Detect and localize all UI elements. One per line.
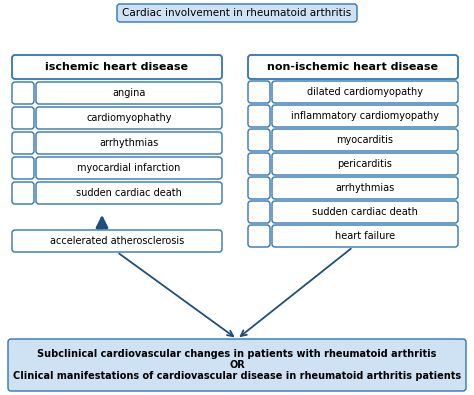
FancyBboxPatch shape	[36, 107, 222, 129]
FancyBboxPatch shape	[272, 153, 458, 175]
FancyBboxPatch shape	[117, 4, 357, 22]
Text: sudden cardiac death: sudden cardiac death	[312, 207, 418, 217]
FancyBboxPatch shape	[248, 153, 270, 175]
FancyBboxPatch shape	[36, 182, 222, 204]
FancyBboxPatch shape	[36, 157, 222, 179]
Text: Clinical manifestations of cardiovascular disease in rheumatoid arthritis patien: Clinical manifestations of cardiovascula…	[13, 371, 461, 381]
Text: accelerated atherosclerosis: accelerated atherosclerosis	[50, 236, 184, 246]
FancyBboxPatch shape	[36, 132, 222, 154]
Text: pericarditis: pericarditis	[337, 159, 392, 169]
FancyBboxPatch shape	[248, 225, 270, 247]
FancyBboxPatch shape	[272, 105, 458, 127]
Text: myocardial infarction: myocardial infarction	[77, 163, 181, 173]
FancyBboxPatch shape	[272, 81, 458, 103]
FancyBboxPatch shape	[248, 105, 270, 127]
FancyBboxPatch shape	[248, 201, 270, 223]
FancyBboxPatch shape	[36, 82, 222, 104]
Text: Cardiac involvement in rheumatoid arthritis: Cardiac involvement in rheumatoid arthri…	[122, 8, 352, 18]
Text: myocarditis: myocarditis	[337, 135, 393, 145]
FancyBboxPatch shape	[272, 225, 458, 247]
Text: sudden cardiac death: sudden cardiac death	[76, 188, 182, 198]
Text: cardiomyophathy: cardiomyophathy	[86, 113, 172, 123]
FancyBboxPatch shape	[12, 230, 222, 252]
Text: ischemic heart disease: ischemic heart disease	[46, 62, 189, 72]
FancyBboxPatch shape	[248, 177, 270, 199]
FancyBboxPatch shape	[272, 177, 458, 199]
Text: arrhythmias: arrhythmias	[100, 138, 159, 148]
FancyBboxPatch shape	[12, 132, 34, 154]
Text: non-ischemic heart disease: non-ischemic heart disease	[267, 62, 438, 72]
FancyBboxPatch shape	[12, 157, 34, 179]
FancyBboxPatch shape	[8, 339, 466, 391]
FancyBboxPatch shape	[248, 129, 270, 151]
FancyBboxPatch shape	[272, 201, 458, 223]
FancyBboxPatch shape	[272, 129, 458, 151]
Text: angina: angina	[112, 88, 146, 98]
Text: arrhythmias: arrhythmias	[336, 183, 395, 193]
Text: dilated cardiomyopathy: dilated cardiomyopathy	[307, 87, 423, 97]
FancyBboxPatch shape	[248, 55, 458, 79]
FancyBboxPatch shape	[248, 81, 270, 103]
Text: heart failure: heart failure	[335, 231, 395, 241]
FancyBboxPatch shape	[12, 107, 34, 129]
FancyBboxPatch shape	[12, 82, 34, 104]
FancyBboxPatch shape	[12, 182, 34, 204]
Text: Subclinical cardiovascular changes in patients with rheumatoid arthritis: Subclinical cardiovascular changes in pa…	[37, 349, 437, 359]
Text: inflammatory cardiomyopathy: inflammatory cardiomyopathy	[291, 111, 439, 121]
FancyBboxPatch shape	[12, 55, 222, 79]
Text: OR: OR	[229, 360, 245, 370]
